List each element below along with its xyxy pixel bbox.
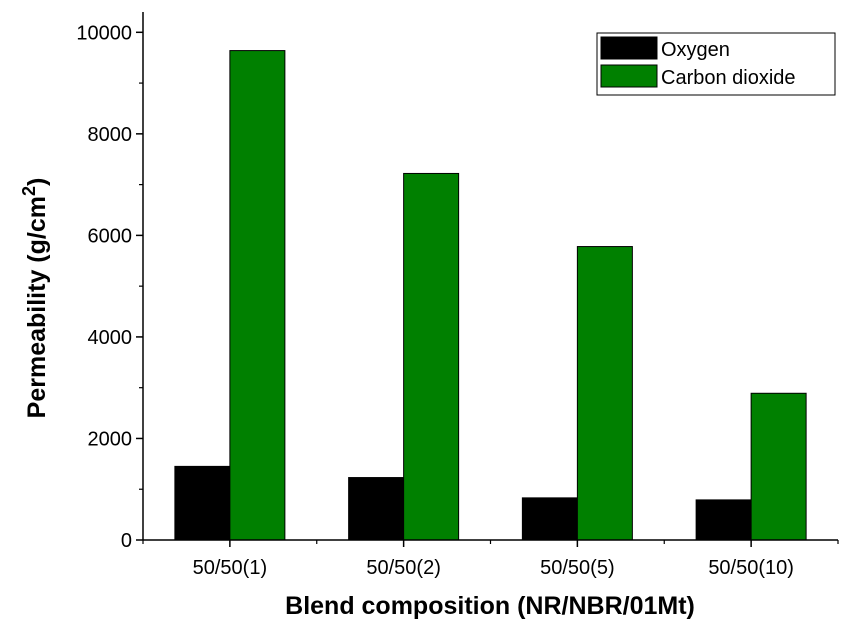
- legend-swatch-oxygen: [600, 36, 658, 60]
- x-tick-label: 50/50(1): [193, 557, 268, 579]
- legend: Oxygen Carbon dioxide: [596, 32, 836, 96]
- y-tick-label: 2000: [88, 428, 133, 450]
- y-tick-label: 0: [121, 530, 132, 552]
- legend-label-oxygen: Oxygen: [661, 39, 730, 61]
- y-tick-label: 8000: [88, 124, 133, 146]
- y-tick-label: 4000: [88, 327, 133, 349]
- bars-layer: [174, 50, 807, 541]
- bar-oxygen-1: [348, 477, 405, 541]
- legend-swatch-carbon-dioxide: [600, 64, 658, 88]
- bar-carbon-dioxide-3: [750, 392, 807, 541]
- x-tick-label: 50/50(10): [708, 557, 794, 579]
- bar-carbon-dioxide-2: [576, 246, 633, 541]
- legend-label-carbon-dioxide: Carbon dioxide: [661, 67, 796, 89]
- ticks-layer: 0 2000 4000 6000 8000 10000 50/50(1) 50/50(2) 50…: [76, 22, 839, 579]
- y-axis-title: Permeability (g/cm2): [19, 178, 51, 419]
- y-tick-label: 10000: [76, 22, 132, 44]
- bar-oxygen-3: [695, 499, 752, 541]
- x-tick-label: 50/50(2): [366, 557, 441, 579]
- x-tick-label: 50/50(5): [540, 557, 615, 579]
- bar-oxygen-0: [174, 465, 231, 541]
- bar-oxygen-2: [521, 497, 578, 541]
- x-axis-title: Blend composition (NR/NBR/01Mt): [285, 592, 695, 620]
- bar-carbon-dioxide-0: [229, 50, 286, 541]
- bar-carbon-dioxide-1: [403, 172, 460, 541]
- y-tick-label: 6000: [88, 225, 133, 247]
